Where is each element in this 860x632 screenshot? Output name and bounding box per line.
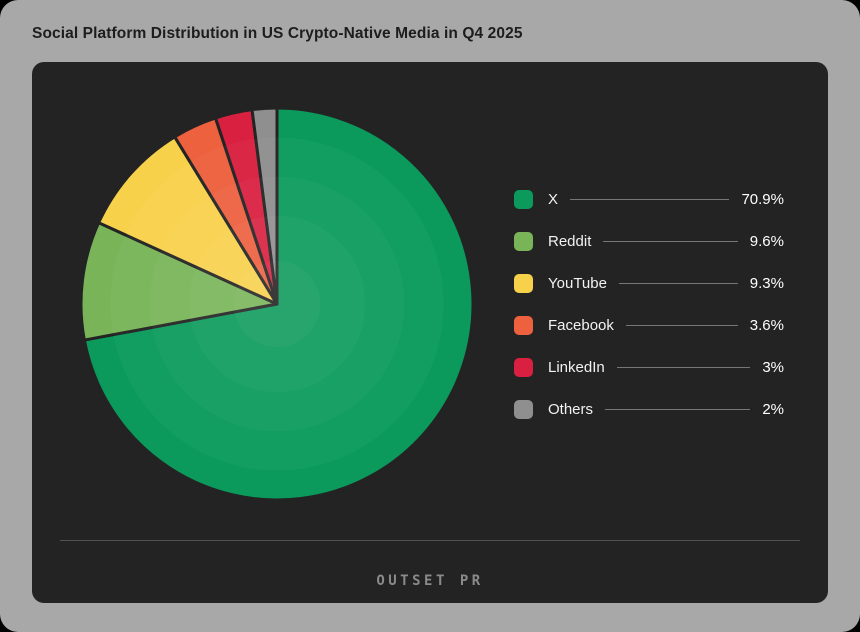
pie-slice-youtube	[97, 135, 279, 306]
legend-swatch	[514, 273, 533, 293]
legend-label: YouTube	[548, 274, 607, 292]
legend-percentage: 2%	[762, 400, 784, 418]
legend-leader-line	[605, 408, 751, 410]
legend-label: Facebook	[548, 316, 614, 334]
legend-row: LinkedIn 3%	[514, 357, 784, 377]
legend-row: Others 2%	[514, 399, 784, 419]
pie-ring-highlight	[234, 261, 320, 347]
legend-row: Facebook 3.6%	[514, 315, 784, 335]
legend-label: LinkedIn	[548, 358, 605, 376]
legend-leader-line	[570, 198, 730, 200]
legend-label: Reddit	[548, 232, 592, 250]
legend-swatch	[514, 189, 533, 209]
chart-title: Social Platform Distribution in US Crypt…	[32, 25, 523, 42]
pie-slice-x	[82, 106, 475, 502]
legend-row: YouTube 9.3%	[514, 273, 784, 293]
legend-swatch	[514, 231, 533, 251]
pie-slice-others	[250, 106, 279, 306]
legend-leader-line	[603, 240, 738, 242]
legend-percentage: 9.6%	[749, 232, 784, 250]
pie-chart	[79, 106, 475, 502]
legend-percentage: 3.6%	[749, 316, 784, 334]
legend-swatch	[514, 399, 533, 419]
legend-swatch	[514, 315, 533, 335]
legend-percentage: 3%	[762, 358, 784, 376]
legend-percentage: 9.3%	[749, 274, 784, 292]
footer-divider	[60, 540, 800, 541]
legend-leader-line	[618, 282, 738, 284]
pie-slice-reddit	[79, 221, 279, 342]
legend-leader-line	[616, 366, 751, 368]
legend-label: X	[548, 190, 559, 208]
legend-swatch	[514, 357, 533, 377]
legend-leader-line	[625, 324, 738, 326]
legend-label: Others	[548, 400, 594, 418]
legend-percentage: 70.9%	[741, 190, 784, 208]
legend: X 70.9% Reddit 9.6% YouTube 9.3% Faceboo…	[514, 189, 784, 419]
legend-row: Reddit 9.6%	[514, 231, 784, 251]
chart-card: X 70.9% Reddit 9.6% YouTube 9.3% Faceboo…	[32, 62, 828, 603]
legend-row: X 70.9%	[514, 189, 784, 209]
outset-pr-logo: OUTSET PR	[376, 573, 484, 589]
